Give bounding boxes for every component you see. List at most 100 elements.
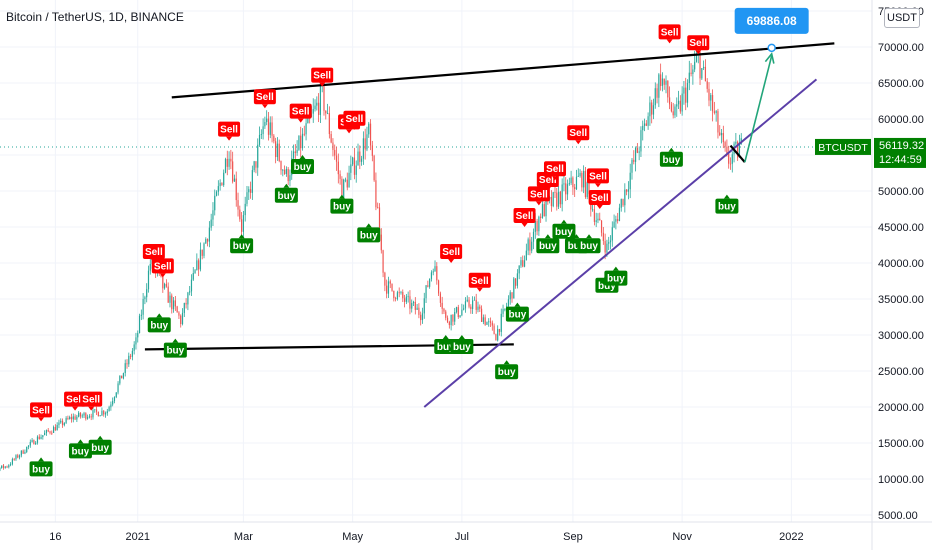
target-label[interactable]: 69886.08: [734, 7, 809, 34]
candle-body: [101, 410, 103, 416]
candle-body: [72, 416, 74, 420]
candle-body: [373, 155, 375, 181]
candle-body: [140, 314, 142, 316]
candle-body: [219, 182, 221, 187]
candle-body: [79, 412, 82, 417]
candle-body: [398, 292, 400, 294]
candle-body: [129, 355, 132, 357]
candle-body: [74, 416, 76, 420]
sell-signal-pointer: [297, 118, 304, 123]
candle-body: [661, 78, 664, 86]
candle-body: [634, 148, 637, 162]
candle-body: [412, 301, 415, 304]
sell-signal-box: [440, 244, 463, 259]
sell-signal-pointer: [476, 287, 483, 292]
candle-body: [525, 250, 527, 261]
candle-body: [504, 308, 506, 310]
candle-body: [480, 308, 483, 322]
candle-body: [44, 433, 46, 436]
candle-body: [117, 383, 119, 393]
sell-signal-label: Sell: [546, 164, 564, 175]
candle-body: [704, 66, 707, 82]
candle-body: [679, 100, 681, 112]
candle-body: [396, 292, 399, 300]
candle-body: [70, 417, 73, 420]
candle-body: [54, 427, 56, 431]
candle-body: [484, 317, 486, 325]
sell-signal-label: Sell: [442, 247, 460, 258]
candle-body: [584, 170, 587, 198]
buy-signal-label: buy: [555, 227, 573, 238]
candle-body: [457, 307, 459, 317]
candle-body: [330, 134, 332, 143]
buy-signal: buy: [290, 155, 314, 174]
candle-body: [174, 300, 176, 307]
candle-body: [246, 192, 248, 204]
candle-body: [63, 422, 65, 426]
candle-body: [405, 296, 407, 302]
candle-body: [455, 307, 458, 313]
buy-signal-box: [659, 151, 683, 167]
price-scale[interactable]: 75000.0070000.0065000.0060000.0055000.00…: [878, 6, 924, 522]
candle-body: [393, 290, 395, 299]
candle-body: [255, 161, 257, 168]
candle-body: [518, 265, 520, 274]
target-label-box: [734, 7, 809, 34]
candle-body: [185, 303, 187, 305]
currency-badge[interactable]: USDT: [884, 8, 920, 28]
buy-signal-label: buy: [437, 342, 455, 353]
symbol-tag-text: BTCUSDT: [818, 142, 868, 154]
candle-body: [647, 116, 649, 126]
candle-body: [380, 234, 382, 251]
buy-signal-pointer: [586, 234, 593, 239]
candle-body: [437, 280, 440, 294]
candle-body: [332, 142, 334, 150]
sell-signal: Sell: [543, 161, 566, 181]
candle-body: [242, 215, 245, 232]
candle-body: [36, 436, 39, 443]
candle-body: [56, 425, 58, 431]
candle-body: [22, 450, 24, 454]
candle-body: [556, 192, 558, 207]
candle-body: [368, 123, 370, 135]
candle-body: [717, 111, 719, 133]
candle-body: [593, 209, 595, 222]
buy-signal-box: [577, 238, 601, 254]
candle-body: [353, 157, 356, 175]
buy-signal-pointer: [442, 335, 449, 339]
candle-body: [498, 329, 501, 332]
candle-body: [638, 151, 640, 153]
candle-body: [500, 313, 502, 332]
candle-body: [235, 178, 237, 201]
candle-body: [516, 273, 518, 286]
candle-body: [502, 309, 504, 314]
candle-body: [629, 172, 631, 190]
sell-signal-pointer: [551, 176, 558, 181]
candle-body: [692, 69, 694, 75]
sell-signal-box: [80, 391, 103, 407]
candle-body: [45, 430, 48, 434]
candle-body: [534, 221, 536, 232]
candle-body: [604, 241, 606, 253]
buy-signal: buy: [230, 234, 254, 254]
candle-body: [377, 207, 379, 209]
time-scale[interactable]: Oct162021MarMayJulSepNov2022: [0, 531, 804, 543]
sell-signal-pointer: [596, 205, 603, 209]
candle-body: [532, 231, 535, 242]
buy-signal-pointer: [668, 147, 675, 152]
candle-body: [52, 427, 55, 433]
candle-body: [278, 143, 280, 162]
candle-body: [112, 400, 114, 405]
candle-body: [346, 179, 348, 188]
candle-body: [183, 303, 185, 313]
candle-body: [296, 149, 298, 153]
candle-body: [459, 315, 461, 317]
sell-signal-pointer: [544, 187, 551, 191]
candle-body: [51, 432, 53, 434]
candle-body: [645, 123, 647, 126]
trendlines[interactable]: [144, 42, 835, 408]
candle-body: [566, 184, 569, 195]
buy-signal-pointer: [97, 435, 104, 440]
